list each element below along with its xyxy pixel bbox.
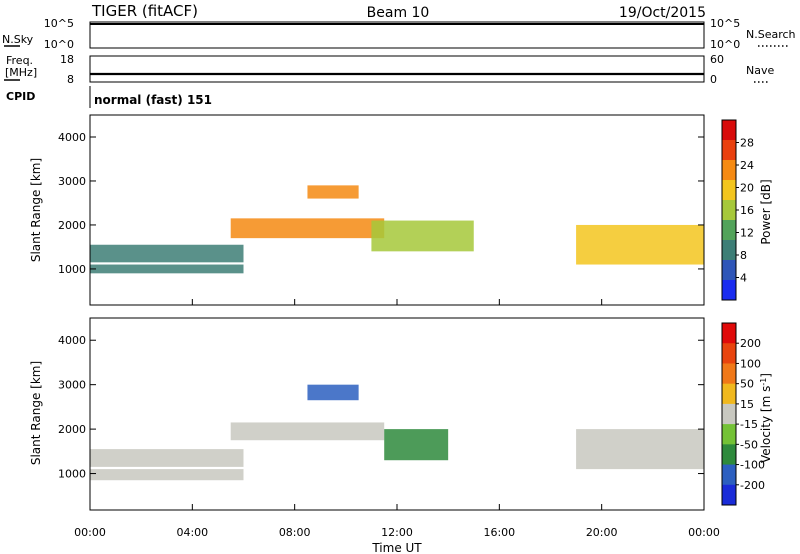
cpid-value: normal (fast) 151 [94, 93, 212, 107]
velocity-panel: 1000 2000 3000 4000 Slant Range [km] 200 100… [29, 317, 774, 511]
time-axis: 00:00 04:00 08:00 12:00 16:00 20:00 00:00 [74, 299, 720, 539]
velocity-colorbar-swatch-6 [722, 444, 736, 466]
power-ytick-label-3: 4000 [58, 131, 86, 144]
velocity-echo-region-2 [230, 422, 385, 441]
power-cbar-tick-label-1: 8 [740, 249, 747, 262]
velocity-colorbar-swatch-3 [722, 383, 736, 405]
power-echo-region-5 [576, 224, 704, 265]
velocity-echo-region-3 [307, 384, 359, 401]
velocity-y-axis: 1000 2000 3000 4000 [58, 334, 704, 481]
freq-panel: Freq. [MHz] 18 8 60 0 Nave [4, 53, 774, 86]
nsearch-tick-low: 10^0 [710, 38, 740, 51]
beam-label: Beam 10 [367, 5, 430, 21]
power-colorbar-swatch-8 [722, 280, 736, 301]
velocity-ylabel: Slant Range [km] [29, 361, 43, 465]
nsky-tick-high: 10^5 [44, 17, 74, 30]
cpid-row: CPID normal (fast) 151 [6, 86, 212, 108]
nave-tick-low: 0 [710, 73, 717, 86]
power-ytick-label-1: 2000 [58, 219, 86, 232]
velocity-cbar-tick-label-2: 50 [740, 378, 754, 391]
velocity-colorbar-swatch-4 [722, 403, 736, 425]
nsky-tick-low: 10^0 [44, 38, 74, 51]
velocity-ytick-label-2: 3000 [58, 379, 86, 392]
power-colorbar-swatch-3 [722, 180, 736, 201]
velocity-colorbar-swatch-0 [722, 323, 736, 344]
power-ytick-label-2: 3000 [58, 175, 86, 188]
freq-unit-label: [MHz] [5, 66, 37, 79]
velocity-ytick-label-0: 1000 [58, 468, 86, 481]
freq-label: Freq. [6, 54, 33, 67]
velocity-cbar-tick-label-4: -15 [740, 418, 758, 431]
xtick-label-3: 12:00 [381, 526, 413, 539]
velocity-cbar-tick-label-0: 200 [740, 337, 761, 350]
velocity-cbar-tick-label-6: -100 [740, 459, 765, 472]
power-cbar-tick-label-0: 4 [740, 272, 747, 285]
velocity-colorbar-swatch-8 [722, 484, 736, 506]
power-colorbar-swatch-5 [722, 220, 736, 241]
velocity-cbar-tick-label-1: 100 [740, 357, 761, 370]
xtick-label-6: 00:00 [688, 526, 720, 539]
freq-tick-low: 8 [67, 73, 74, 86]
velocity-colorbar-swatch-1 [722, 343, 736, 364]
velocity-colorbar-swatch-5 [722, 424, 736, 445]
xtick-label-4: 16:00 [483, 526, 515, 539]
power-colorbar-swatch-6 [722, 240, 736, 261]
velocity-colorbar: 200 100 50 15 -15 -50 -100 -200 [721, 322, 765, 506]
power-echo-region-1 [90, 264, 244, 274]
radar-title: TIGER (fitACF) [91, 2, 198, 20]
velocity-cbar-tick-label-7: -200 [740, 479, 765, 492]
xtick-label-2: 08:00 [279, 526, 311, 539]
cpid-label: CPID [6, 90, 35, 103]
power-cbar-tick-label-3: 16 [740, 204, 754, 217]
power-panel: 1000 2000 3000 4000 Slant Range [km] 4 8 12 16… [29, 114, 773, 306]
power-echo-region-0 [90, 244, 244, 263]
power-echo-region-3 [307, 185, 359, 199]
power-echo-region-2 [230, 218, 385, 239]
power-cbar-tick-label-6: 28 [740, 137, 754, 150]
velocity-ytick-label-1: 2000 [58, 423, 86, 436]
power-cbar-tick-label-5: 24 [740, 159, 754, 172]
velocity-colorbar-frame [721, 322, 737, 506]
power-ylabel: Slant Range [km] [29, 158, 43, 262]
velocity-cbar-tick-label-5: -50 [740, 438, 758, 451]
power-colorbar: 4 8 12 16 20 24 28 [721, 119, 754, 301]
nave-label: Nave [746, 64, 774, 77]
power-ytick-label-0: 1000 [58, 263, 86, 276]
nsearch-label: N.Search [746, 28, 796, 41]
power-y-axis: 1000 2000 3000 4000 [58, 131, 704, 276]
velocity-echo-region-4 [384, 429, 449, 461]
freq-tick-high: 18 [60, 53, 74, 66]
xtick-label-5: 20:00 [586, 526, 618, 539]
velocity-echo-region-0 [90, 449, 244, 467]
xtick-label-1: 04:00 [176, 526, 208, 539]
xtick-label-0: 00:00 [74, 526, 106, 539]
power-colorbar-label: Power [dB] [759, 179, 773, 244]
nsearch-tick-high: 10^5 [710, 17, 740, 30]
velocity-echo-region-5 [576, 429, 704, 470]
power-colorbar-swatch-4 [722, 200, 736, 221]
power-echoes [90, 185, 704, 274]
power-colorbar-swatch-0 [722, 120, 736, 141]
velocity-echoes [90, 384, 704, 481]
power-cbar-tick-label-2: 12 [740, 227, 754, 240]
velocity-colorbar-swatch-7 [722, 464, 736, 486]
power-colorbar-swatch-1 [722, 140, 736, 161]
velocity-colorbar-swatch-2 [722, 363, 736, 385]
nave-tick-high: 60 [710, 53, 724, 66]
velocity-colorbar-label: Velocity [m s-1] [759, 373, 774, 463]
velocity-echo-region-1 [90, 469, 244, 481]
power-colorbar-swatch-7 [722, 260, 736, 281]
velocity-ytick-label-3: 4000 [58, 334, 86, 347]
date-label: 19/Oct/2015 [619, 5, 706, 21]
nsky-panel: N.Sky 10^5 10^0 10^5 10^0 N.Search [2, 17, 796, 51]
x-axis-label: Time UT [371, 541, 422, 554]
power-cbar-tick-label-4: 20 [740, 182, 754, 195]
nsky-label: N.Sky [2, 33, 34, 46]
power-echo-region-4 [371, 220, 474, 252]
power-colorbar-swatch-2 [722, 160, 736, 181]
velocity-cbar-tick-label-3: 15 [740, 398, 754, 411]
